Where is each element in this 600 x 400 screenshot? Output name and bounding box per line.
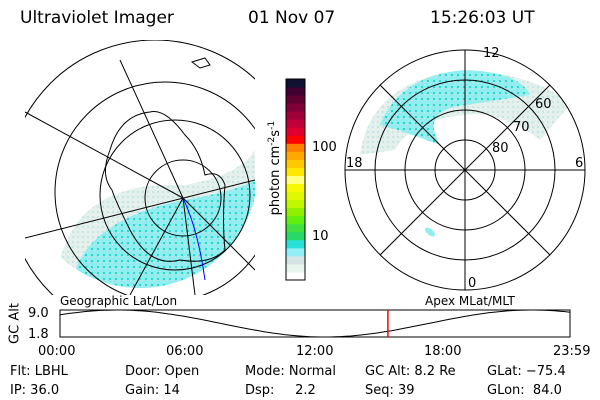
colorbar-label: photon cm-2s-1 (267, 93, 283, 243)
colorbar (285, 78, 306, 281)
colorbar-swatch (286, 87, 305, 96)
colorbar-tick-10: 10 (312, 229, 329, 244)
colorbar-swatch (286, 231, 305, 241)
colorbar-swatch (286, 119, 305, 128)
xtick-1200: 12:00 (296, 344, 334, 359)
right-map-caption: Apex MLat/MLT (425, 294, 515, 308)
xtick-0600: 06:00 (166, 344, 204, 359)
colorbar-swatch (286, 175, 305, 185)
info-field: Gain: 14 (125, 383, 180, 398)
mlt-label-12: 12 (483, 46, 500, 61)
xtick-0000: 00:00 (38, 344, 76, 359)
colorbar-swatch (286, 159, 305, 168)
info-field: GC Alt: 8.2 Re (365, 364, 456, 379)
colorbar-swatch (286, 239, 305, 249)
lat-label-60: 60 (535, 97, 552, 112)
geographic-map (25, 40, 255, 295)
info-field: IP: 36.0 (10, 383, 60, 398)
mlt-label-6: 6 (575, 156, 584, 171)
info-field: Flt: LBHL (10, 364, 68, 379)
colorbar-swatch (286, 111, 305, 120)
orbit-altitude-plot (59, 309, 571, 338)
info-field: GLon: 84.0 (487, 383, 562, 398)
ytick-max: 9.0 (28, 306, 49, 321)
spacecraft-ground-track (182, 197, 206, 281)
colorbar-swatch (286, 95, 305, 104)
colorbar-label-exp1: -2 (266, 136, 277, 146)
colorbar-swatch (286, 207, 305, 217)
colorbar-swatch (286, 223, 305, 233)
date-label: 01 Nov 07 (248, 8, 336, 28)
colorbar-swatch (286, 135, 305, 144)
mlt-label-0: 0 (468, 276, 477, 291)
left-map-caption: Geographic Lat/Lon (60, 294, 178, 308)
colorbar-tick-100: 100 (312, 140, 337, 155)
auroral-oval (380, 70, 530, 145)
info-field: GLat: −75.4 (487, 364, 566, 379)
info-field: Mode: Normal (245, 364, 336, 379)
mlt-label-18: 18 (346, 156, 363, 171)
colorbar-swatch (286, 79, 305, 88)
colorbar-frame (285, 78, 306, 281)
colorbar-label-exp2: -1 (266, 120, 277, 130)
xtick-2359: 23:59 (553, 344, 591, 359)
colorbar-label-base: photon cm (268, 145, 284, 216)
colorbar-swatch (286, 183, 305, 193)
altitude-curve (59, 309, 571, 338)
info-field: Door: Open (125, 364, 200, 379)
xtick-1800: 18:00 (424, 344, 462, 359)
colorbar-swatch (286, 247, 305, 257)
instrument-title: Ultraviolet Imager (20, 8, 174, 28)
coastline (105, 110, 226, 262)
colorbar-swatch (286, 263, 305, 273)
orbit-ylabel: GC Alt (7, 303, 23, 344)
colorbar-swatch (286, 199, 305, 209)
colorbar-swatch (286, 191, 305, 201)
colorbar-swatch (286, 151, 305, 160)
lat-label-80: 80 (492, 141, 509, 156)
lat-label-70: 70 (513, 120, 530, 135)
colorbar-swatch (286, 167, 305, 176)
colorbar-swatch (286, 103, 305, 112)
magnetic-map (344, 49, 586, 291)
colorbar-swatch (286, 127, 305, 136)
colorbar-swatch (286, 143, 305, 152)
colorbar-label-mid: s (268, 129, 284, 137)
colorbar-swatch (286, 271, 305, 281)
colorbar-swatch (286, 255, 305, 265)
colorbar-swatch (286, 215, 305, 225)
time-label: 15:26:03 UT (430, 8, 535, 28)
ytick-min: 1.8 (28, 327, 49, 342)
info-field: Seq: 39 (365, 383, 415, 398)
info-field: Dsp: 2.2 (245, 383, 316, 398)
